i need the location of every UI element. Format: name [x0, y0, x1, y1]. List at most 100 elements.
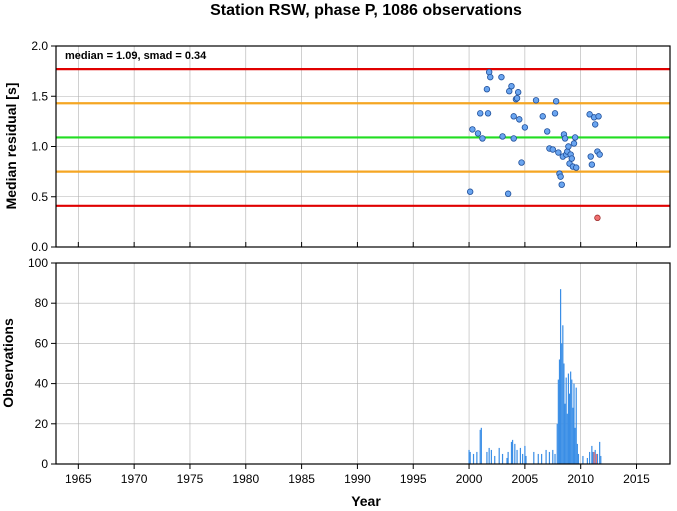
residual-point-0	[466, 188, 474, 195]
residual-point-15	[510, 135, 517, 142]
observation-bar-9	[494, 455, 496, 464]
observation-bar-13	[507, 451, 509, 464]
residual-y-tick-label-1.0: 1.0	[31, 140, 48, 154]
observation-bar-27	[552, 449, 554, 464]
residual-point-20	[518, 159, 525, 166]
observation-bar-41	[570, 371, 572, 464]
residual-point-3	[477, 110, 484, 117]
residual-point-2	[474, 130, 482, 137]
observation-bar-53	[592, 451, 594, 464]
residual-point-43	[570, 140, 578, 147]
residual-point-21	[521, 124, 529, 131]
observation-highlight-bar-1	[595, 453, 597, 464]
observation-bar-22	[533, 451, 535, 464]
observation-bar-31	[558, 359, 561, 464]
x-tick-label-2005: 2005	[512, 472, 539, 486]
observations-y-tick-label-60: 60	[35, 336, 49, 350]
residual-annotation: median = 1.09, smad = 0.34	[65, 50, 207, 62]
residual-point-5	[483, 86, 491, 93]
observation-bar-48	[577, 453, 580, 464]
observation-bar-2	[472, 453, 475, 464]
residual-point-22	[532, 97, 540, 104]
observations-y-tick-label-100: 100	[28, 256, 48, 270]
residual-point-41	[568, 155, 575, 162]
observation-bar-17	[516, 449, 518, 464]
residual-point-27	[551, 110, 559, 117]
observation-highlight-bar-0	[593, 451, 595, 464]
observations-x-ticks: 1965 1970 1975 1980 1985 1990 1995 2000 2005 2010…	[65, 464, 650, 486]
observation-bar-0	[468, 449, 470, 464]
observation-bar-55	[596, 453, 599, 464]
x-tick-label-2015: 2015	[623, 472, 650, 486]
residual-point-52	[595, 113, 602, 120]
observation-bar-21	[525, 455, 527, 464]
observation-bar-28	[554, 453, 556, 464]
observations-bars	[468, 289, 602, 464]
residual-point-53	[596, 151, 603, 158]
observation-bar-16	[514, 443, 516, 464]
x-tick-label-1980: 1980	[232, 472, 259, 486]
observation-bar-47	[576, 443, 578, 464]
observation-bar-26	[548, 451, 551, 464]
observation-bar-52	[591, 445, 593, 464]
observation-bar-39	[567, 373, 570, 464]
residual-point-24	[544, 128, 551, 135]
observation-bar-8	[490, 449, 492, 464]
observation-bar-49	[582, 455, 584, 464]
observation-bar-1	[469, 451, 471, 464]
observation-bar-33	[561, 343, 563, 464]
observations-grid	[56, 262, 670, 465]
residual-point-29	[555, 149, 562, 156]
observations-y-axis-label: Observations	[0, 318, 16, 408]
observation-bar-54	[594, 449, 596, 464]
observations-frame	[55, 262, 671, 465]
observation-bar-45	[574, 427, 576, 464]
observation-bar-12	[506, 457, 508, 464]
x-tick-label-2010: 2010	[567, 472, 594, 486]
observations-y-tick-label-80: 80	[35, 296, 49, 310]
residual-point-35	[561, 135, 569, 142]
residual-point-8	[487, 73, 494, 81]
residual-point-38	[565, 143, 572, 150]
residual-point-1	[469, 126, 476, 133]
residual-point-47	[587, 153, 594, 160]
observation-bar-6	[486, 451, 488, 464]
observation-bar-56	[599, 441, 601, 464]
residual-point-32	[558, 181, 565, 188]
observation-bar-11	[501, 453, 504, 464]
x-tick-label-1985: 1985	[288, 472, 315, 486]
residual-point-23	[539, 113, 546, 120]
residual-y-tick-label-2.0: 2.0	[31, 39, 48, 53]
x-tick-label-1990: 1990	[344, 472, 371, 486]
residual-frame	[55, 45, 671, 248]
x-tick-label-1965: 1965	[65, 472, 92, 486]
observation-bar-40	[568, 393, 571, 464]
residual-point-19	[516, 116, 523, 123]
residual-point-6	[484, 110, 492, 117]
residual-point-17	[513, 95, 521, 102]
residual-point-31	[557, 173, 564, 180]
observation-bar-18	[519, 447, 522, 464]
observation-bar-50	[586, 457, 588, 464]
observation-bar-35	[563, 363, 565, 464]
residual-points	[466, 68, 603, 222]
x-axis-label: Year	[351, 493, 381, 509]
residual-point-4	[479, 135, 486, 142]
observation-bar-7	[488, 447, 490, 464]
residual-point-14	[510, 113, 517, 120]
residual-point-28	[552, 98, 560, 105]
observation-bar-57	[600, 455, 602, 464]
observation-bar-30	[557, 379, 559, 464]
residual-y-tick-label-0.0: 0.0	[31, 240, 48, 254]
observation-bar-36	[564, 403, 566, 464]
residual-point-13	[508, 82, 515, 90]
residual-outlier-point-0	[594, 214, 601, 222]
observation-bar-5	[480, 427, 482, 464]
observation-bar-37	[565, 377, 567, 464]
residual-y-tick-label-1.5: 1.5	[31, 89, 48, 103]
observation-bar-15	[511, 439, 514, 464]
residual-point-46	[586, 111, 593, 118]
residual-point-9	[498, 73, 505, 81]
residual-point-18	[514, 89, 522, 96]
